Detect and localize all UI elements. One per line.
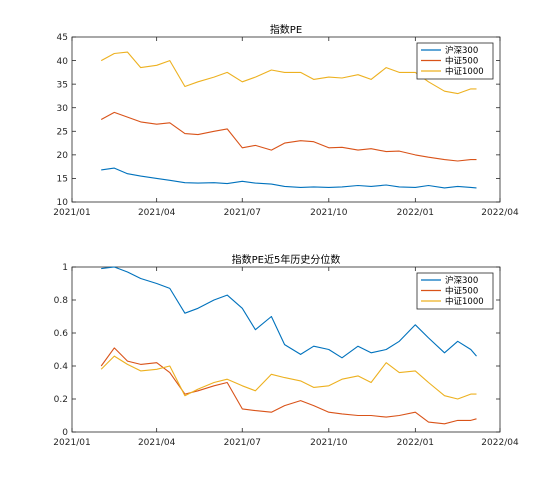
- series-line-1: [101, 266, 477, 359]
- chart-title: 指数PE近5年历史分位数: [232, 253, 341, 266]
- series-line-2: [100, 347, 477, 425]
- series-line-2: [100, 111, 477, 162]
- x-tick-label: 2021/07: [224, 208, 261, 218]
- y-tick-label: 0.4: [54, 362, 69, 372]
- y-tick-label: 25: [57, 127, 68, 137]
- legend-label: 中证1000: [445, 296, 484, 307]
- chart-title: 指数PE: [270, 23, 302, 36]
- chart-panel-1: 指数PE 2021/01 2021/04 2021/07 2021/10 2022/01 2…: [53, 23, 519, 218]
- x-tick-label: 2022/01: [397, 438, 434, 448]
- legend-label: 中证500: [445, 286, 478, 297]
- y-tick-label: 40: [57, 57, 69, 67]
- series-line-1: [101, 167, 477, 189]
- x-tick-label: 2022/04: [481, 208, 519, 218]
- series-line-3: [100, 355, 477, 400]
- y-tick-label: 1: [62, 263, 68, 273]
- y-tick-label: 45: [57, 33, 68, 43]
- x-tick-label: 2022/04: [481, 438, 519, 448]
- x-tick-label: 2021/10: [310, 208, 348, 218]
- y-tick-label: 10: [57, 198, 69, 208]
- legend-label: 沪深300: [445, 45, 478, 56]
- plot-area-frame: [71, 36, 501, 203]
- chart-panel-2: 指数PE近5年历史分位数 2021/01 2021/04 2021/07 2021/10…: [53, 253, 519, 448]
- x-tick-label: 2021/04: [138, 208, 176, 218]
- y-tick-label: 0.8: [54, 296, 69, 306]
- plot-area-frame: [71, 266, 501, 433]
- y-tick-label: 0.2: [54, 395, 68, 405]
- y-tick-label: 15: [57, 175, 68, 185]
- x-tick-label: 2021/01: [53, 208, 90, 218]
- legend-label: 中证500: [445, 56, 478, 67]
- y-tick-label: 0.6: [54, 329, 69, 339]
- legend-label: 沪深300: [445, 275, 478, 286]
- x-tick-label: 2021/10: [310, 438, 348, 448]
- x-tick-label: 2021/04: [138, 438, 176, 448]
- y-tick-label: 20: [57, 151, 69, 161]
- x-tick-label: 2021/07: [224, 438, 261, 448]
- x-tick-label: 2022/01: [397, 208, 434, 218]
- y-tick-label: 35: [57, 80, 68, 90]
- y-tick-label: 30: [57, 104, 69, 114]
- y-tick-label: 0: [62, 428, 68, 438]
- x-tick-label: 2021/01: [53, 438, 90, 448]
- legend-label: 中证1000: [445, 66, 484, 77]
